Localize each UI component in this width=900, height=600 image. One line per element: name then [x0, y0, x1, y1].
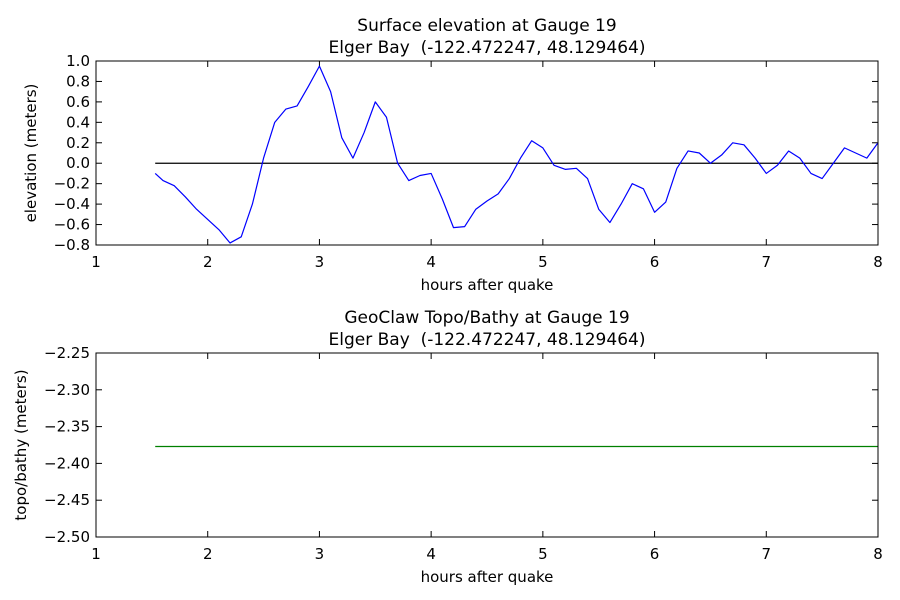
y-tick-label: 0.0	[66, 154, 90, 172]
data-line	[154, 65, 879, 244]
x-tick-label: 4	[426, 545, 436, 563]
y-tick-label: −2.45	[44, 491, 90, 509]
y-tick-label: −2.25	[44, 344, 90, 362]
x-axis-label: hours after quake	[421, 276, 554, 294]
x-tick-label: 1	[91, 253, 101, 271]
y-tick-label: −0.2	[54, 175, 90, 193]
y-tick-label: 0.4	[66, 113, 90, 131]
y-tick-label: −2.50	[44, 528, 90, 546]
x-tick-label: 8	[873, 545, 883, 563]
y-tick-label: −2.35	[44, 418, 90, 436]
chart-subtitle: Elger Bay (-122.472247, 48.129464)	[329, 38, 646, 58]
y-tick-label: −0.4	[54, 195, 90, 213]
x-tick-label: 7	[762, 253, 772, 271]
x-tick-label: 7	[762, 545, 772, 563]
x-tick-label: 6	[650, 253, 660, 271]
plot-frame	[95, 60, 879, 246]
y-tick-label: 1.0	[66, 52, 90, 70]
y-tick-label: 0.2	[66, 134, 90, 152]
x-tick-label: 3	[315, 545, 325, 563]
x-axis-label: hours after quake	[421, 568, 554, 586]
y-tick-label: 0.6	[66, 93, 90, 111]
plot-frame	[95, 352, 879, 538]
y-tick-label: 0.8	[66, 72, 90, 90]
y-axis-label: topo/bathy (meters)	[12, 369, 30, 520]
chart-title: GeoClaw Topo/Bathy at Gauge 19	[344, 308, 629, 328]
x-tick-label: 3	[315, 253, 325, 271]
y-tick-label: −2.30	[44, 381, 90, 399]
x-tick-label: 4	[426, 253, 436, 271]
y-tick-label: −2.40	[44, 454, 90, 472]
y-axis-label: elevation (meters)	[22, 84, 40, 223]
chart-title: Surface elevation at Gauge 19	[357, 16, 616, 36]
x-tick-label: 1	[91, 545, 101, 563]
y-tick-label: −0.6	[54, 216, 90, 234]
x-tick-label: 6	[650, 545, 660, 563]
y-tick-label: −0.8	[54, 236, 90, 254]
x-tick-label: 2	[203, 545, 213, 563]
x-tick-label: 8	[873, 253, 883, 271]
chart-subtitle: Elger Bay (-122.472247, 48.129464)	[329, 330, 646, 350]
x-tick-label: 5	[538, 545, 548, 563]
x-tick-label: 2	[203, 253, 213, 271]
x-tick-label: 5	[538, 253, 548, 271]
